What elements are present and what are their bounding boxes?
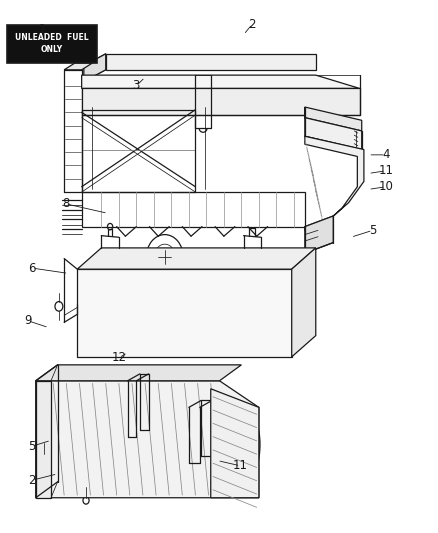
Polygon shape — [81, 88, 359, 115]
Text: 9: 9 — [24, 314, 32, 327]
Text: 6: 6 — [28, 262, 36, 274]
Polygon shape — [304, 107, 361, 150]
Text: 8: 8 — [62, 197, 69, 211]
Polygon shape — [304, 107, 361, 131]
Text: 5: 5 — [28, 440, 36, 453]
Text: 4: 4 — [381, 148, 389, 161]
Text: 5: 5 — [368, 224, 375, 237]
Polygon shape — [35, 381, 258, 498]
Text: 2: 2 — [28, 474, 36, 487]
Text: 2: 2 — [248, 18, 255, 30]
Text: 3: 3 — [132, 79, 140, 92]
Text: 1: 1 — [39, 23, 46, 36]
Text: 11: 11 — [233, 459, 247, 472]
Polygon shape — [106, 54, 315, 70]
Polygon shape — [210, 389, 258, 498]
Text: UNLEADED  FUEL
ONLY: UNLEADED FUEL ONLY — [15, 34, 88, 54]
Polygon shape — [291, 248, 315, 357]
Polygon shape — [84, 54, 106, 82]
Polygon shape — [35, 365, 241, 381]
Text: 11: 11 — [378, 164, 392, 177]
Text: 12: 12 — [111, 351, 126, 365]
Polygon shape — [35, 381, 51, 498]
Polygon shape — [304, 216, 332, 253]
Polygon shape — [64, 63, 92, 70]
FancyBboxPatch shape — [7, 25, 97, 63]
Text: 10: 10 — [378, 180, 392, 193]
Polygon shape — [77, 269, 291, 357]
Polygon shape — [77, 248, 315, 269]
Polygon shape — [304, 136, 363, 231]
Polygon shape — [81, 75, 359, 88]
